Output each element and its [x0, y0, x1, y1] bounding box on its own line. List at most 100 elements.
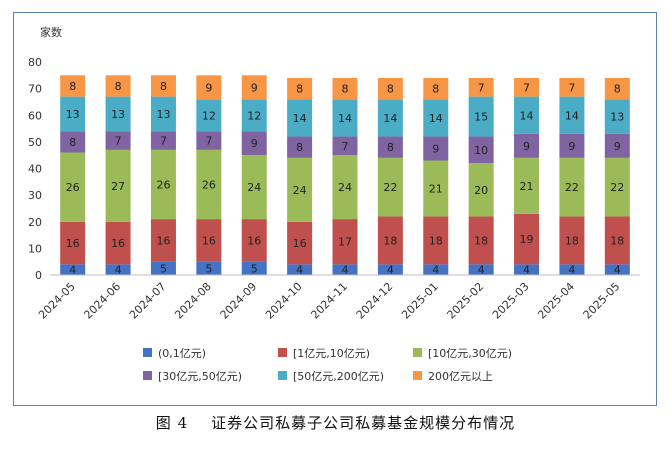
- data-label: 14: [338, 112, 352, 125]
- data-label: 9: [614, 140, 621, 153]
- bar-segment: [105, 264, 131, 275]
- bar-segment: [287, 264, 313, 275]
- bar-segment: [377, 216, 403, 265]
- data-label: 13: [66, 108, 80, 121]
- y-tick-label: 80: [28, 56, 42, 69]
- y-tick-label: 50: [28, 136, 42, 149]
- data-label: 7: [160, 135, 167, 148]
- data-label: 8: [614, 83, 621, 96]
- bar-segment: [150, 131, 176, 150]
- bar-segment: [559, 216, 585, 265]
- data-label: 21: [429, 182, 443, 195]
- bar-segment: [468, 163, 494, 217]
- bar-segment: [60, 152, 86, 222]
- bar-segment: [241, 261, 267, 275]
- x-tick-label: 2024-11: [308, 280, 350, 322]
- data-label: 14: [383, 112, 397, 125]
- bar-segment: [514, 77, 540, 97]
- bar-segment: [150, 261, 176, 275]
- legend-label: 200亿元以上: [428, 370, 493, 383]
- data-label: 13: [156, 108, 170, 121]
- x-tick-label: 2024-08: [172, 280, 214, 322]
- legend-item: [10亿元,30亿元): [413, 347, 512, 360]
- figure-caption: 图 4 证券公司私募子公司私募基金规模分布情况: [155, 414, 516, 432]
- bar-stack: 5 16 26 7 12 9: [196, 75, 222, 275]
- data-label: 5: [251, 262, 258, 275]
- y-tick-label: 40: [28, 163, 42, 176]
- bar-segment: [377, 264, 403, 275]
- data-label: 9: [251, 137, 258, 150]
- data-label: 4: [432, 264, 439, 277]
- legend-label: [50亿元,200亿元): [293, 370, 384, 383]
- bar-segment: [150, 149, 176, 220]
- bar-segment: [423, 216, 449, 265]
- data-label: 4: [69, 264, 76, 277]
- bar-segment: [514, 133, 540, 158]
- data-label: 12: [202, 109, 216, 122]
- bar-segment: [423, 264, 449, 275]
- legend-swatch: [278, 371, 287, 380]
- legend-label: [10亿元,30亿元): [428, 347, 512, 360]
- bar-segment: [423, 136, 449, 161]
- data-label: 8: [342, 83, 349, 96]
- bar-segment: [287, 77, 313, 100]
- data-label: 13: [610, 111, 624, 124]
- data-label: 26: [156, 178, 170, 191]
- data-label: 26: [202, 178, 216, 191]
- y-tick-label: 10: [28, 242, 42, 255]
- legend-swatch: [143, 348, 152, 357]
- data-label: 17: [338, 236, 352, 249]
- bar-stack: 4 19 21 9 14 7: [514, 77, 540, 277]
- data-label: 22: [565, 181, 579, 194]
- data-label: 16: [111, 237, 125, 250]
- bar-segment: [604, 264, 630, 275]
- y-tick-label: 70: [28, 83, 42, 96]
- data-label: 8: [432, 83, 439, 96]
- bar-segment: [196, 261, 222, 275]
- bar-segment: [423, 99, 449, 137]
- data-label: 24: [293, 184, 307, 197]
- bars: 4 16 26 8 13 8 4 16 27 7 13 8 5 16 26 7 13 8 5 16 26 7 12 9 5 16 2…: [60, 75, 630, 277]
- data-label: 7: [342, 140, 349, 153]
- legend-swatch: [278, 348, 287, 357]
- bar-segment: [468, 77, 494, 97]
- bar-segment: [559, 157, 585, 217]
- x-tick-label: 2024-12: [354, 280, 396, 322]
- bar-segment: [604, 99, 630, 134]
- data-label: 4: [342, 264, 349, 277]
- data-label: 7: [205, 135, 212, 148]
- bar-segment: [559, 77, 585, 97]
- data-label: 24: [338, 181, 352, 194]
- data-label: 9: [432, 143, 439, 156]
- bar-segment: [332, 264, 358, 275]
- bar-segment: [241, 131, 267, 156]
- bar-stack: 4 18 22 9 14 7: [559, 77, 585, 277]
- data-label: 15: [474, 111, 488, 124]
- bar-segment: [377, 157, 403, 217]
- data-label: 14: [429, 112, 443, 125]
- data-label: 10: [474, 144, 488, 157]
- bar-segment: [60, 131, 86, 153]
- data-label: 18: [474, 234, 488, 247]
- bar-segment: [468, 264, 494, 275]
- bar-segment: [150, 75, 176, 97]
- data-label: 8: [115, 80, 122, 93]
- legend-item: [50亿元,200亿元): [278, 370, 384, 383]
- data-label: 19: [520, 233, 534, 246]
- data-label: 14: [293, 112, 307, 125]
- data-label: 7: [568, 81, 575, 94]
- x-axis: 2024-05 2024-06 2024-07 2024-08 2024-09 2024-…: [36, 274, 640, 322]
- y-tick-label: 0: [35, 269, 42, 282]
- data-label: 4: [478, 264, 485, 277]
- bar-segment: [105, 96, 131, 132]
- data-label: 20: [474, 184, 488, 197]
- bar-segment: [150, 96, 176, 132]
- data-label: 8: [69, 80, 76, 93]
- data-label: 18: [383, 234, 397, 247]
- legend-label: [1亿元,10亿元): [293, 347, 370, 360]
- y-axis: 0 10 20 30 40 50 60 70 80: [28, 56, 42, 282]
- bar-segment: [423, 160, 449, 217]
- data-label: 4: [568, 264, 575, 277]
- bar-segment: [604, 133, 630, 158]
